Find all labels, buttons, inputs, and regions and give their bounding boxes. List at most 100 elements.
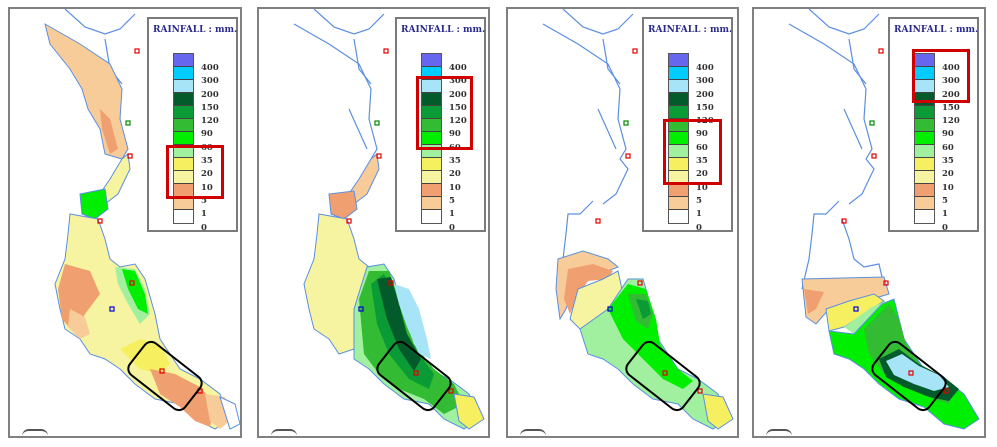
tick-label: 150 <box>201 102 219 113</box>
rain-region-200-300mm <box>886 354 949 391</box>
swatch-10 <box>422 171 441 184</box>
tick-label: 5 <box>942 195 948 206</box>
tick-label: 0 <box>449 222 455 233</box>
tick-label: 35 <box>696 156 708 167</box>
rainfall-map-3 <box>542 9 734 430</box>
swatch-90 <box>915 119 934 132</box>
rainfall-map-panel-2: RAINFALL : mm. 400 300 200 150 120 90 60… <box>257 7 490 438</box>
rain-region-200-300mm <box>394 284 431 359</box>
swatch-5 <box>915 184 934 197</box>
tick-label: 200 <box>942 89 960 100</box>
swatch-200 <box>669 80 688 93</box>
rain-region-1-5mm <box>44 22 129 160</box>
tick-label: 150 <box>449 102 467 113</box>
tick-label: 1 <box>696 209 702 220</box>
tick-label: 20 <box>449 169 461 180</box>
tick-label: 5 <box>449 195 455 206</box>
rain-region-120-150mm <box>636 299 651 319</box>
swatch-60 <box>669 132 688 145</box>
swatch-10 <box>915 171 934 184</box>
swatch-300 <box>915 67 934 80</box>
swatch-120 <box>915 106 934 119</box>
swatch-5 <box>669 184 688 197</box>
legend-title: RAINFALL : mm. <box>648 25 733 35</box>
legend-title: RAINFALL : mm. <box>401 25 486 35</box>
highlight-box-200-to-60 <box>416 76 473 150</box>
swatch-1 <box>422 197 441 210</box>
tick-label: 10 <box>201 182 213 193</box>
legend-color-bar <box>668 53 689 224</box>
swatch-20 <box>422 158 441 171</box>
swatch-1 <box>915 197 934 210</box>
tick-label: 400 <box>449 63 467 73</box>
swatch-90 <box>669 119 688 132</box>
swatch-400 <box>915 54 934 67</box>
tick-label: 150 <box>942 102 960 113</box>
tick-label: 35 <box>201 156 213 167</box>
swatch-200 <box>422 80 441 93</box>
swatch-120 <box>422 106 441 119</box>
focus-box <box>625 340 701 412</box>
tick-label: 5 <box>201 195 207 206</box>
rain-region-5-10mm <box>100 109 118 154</box>
rain-region-35-60mm <box>844 301 886 334</box>
tick-label: 120 <box>942 116 960 127</box>
swatch-0 <box>669 210 688 223</box>
swatch-35 <box>669 145 688 158</box>
swatch-90 <box>422 119 441 132</box>
rain-region-5-10mm <box>564 264 613 314</box>
province-boundaries <box>293 9 385 160</box>
swatch-5 <box>422 184 441 197</box>
swatch-120 <box>174 106 193 119</box>
rainfall-legend: RAINFALL : mm. 400 300 200 150 120 90 60… <box>642 17 733 233</box>
tick-label: 35 <box>449 156 461 167</box>
station-markers <box>595 48 703 394</box>
rainfall-map-panel-4: RAINFALL : mm. 400 300 200 150 120 90 60… <box>752 7 986 438</box>
tick-label: 0 <box>942 222 948 233</box>
compass-icon <box>520 429 546 436</box>
rain-region-10-20mm-south <box>120 339 170 374</box>
station-markers <box>841 48 949 394</box>
tick-label: 20 <box>201 169 213 180</box>
swatch-400 <box>422 54 441 67</box>
province-boundaries <box>542 9 634 260</box>
rainfall-legend: RAINFALL : mm. 400 300 200 150 120 90 60… <box>147 17 238 233</box>
swatch-400 <box>174 54 193 67</box>
tick-label: 200 <box>201 89 219 100</box>
swatch-0 <box>422 210 441 223</box>
rainfall-map-1 <box>44 9 240 430</box>
tick-label: 10 <box>696 182 708 193</box>
rain-region-60-90mm-east <box>122 269 148 314</box>
tick-label: 35 <box>942 156 954 167</box>
rainfall-map-panel-1: RAINFALL : mm. 400 300 200 150 120 90 60… <box>8 7 242 438</box>
swatch-200 <box>174 80 193 93</box>
tick-label: 400 <box>696 63 714 73</box>
tick-label: 150 <box>696 102 714 113</box>
tick-label: 120 <box>449 116 467 127</box>
swatch-0 <box>915 210 934 223</box>
rainfall-map-2 <box>293 9 485 430</box>
tick-label: 300 <box>201 76 219 87</box>
tick-label: 20 <box>942 169 954 180</box>
rain-region-5-10mm-west <box>58 264 100 334</box>
tick-label: 200 <box>696 89 714 100</box>
swatch-150 <box>669 93 688 106</box>
rain-region-5-10mm-south <box>150 369 215 427</box>
highlight-box-90-to-10 <box>663 119 722 185</box>
swatch-35 <box>915 145 934 158</box>
rain-region-5-10mm <box>328 190 358 220</box>
swatch-1 <box>669 197 688 210</box>
swatch-20 <box>669 158 688 171</box>
tick-label: 10 <box>942 182 954 193</box>
tick-label: 90 <box>696 129 708 140</box>
swatch-150 <box>422 93 441 106</box>
focus-box <box>127 340 203 412</box>
swatch-120 <box>669 106 688 119</box>
swatch-0 <box>174 210 193 223</box>
tick-label: 1 <box>942 209 948 220</box>
rain-region-10-20mm-se <box>453 393 485 430</box>
tick-label: 0 <box>201 222 207 233</box>
compass-icon <box>22 429 48 436</box>
rain-region-5-10mm <box>804 289 824 314</box>
swatch-400 <box>669 54 688 67</box>
